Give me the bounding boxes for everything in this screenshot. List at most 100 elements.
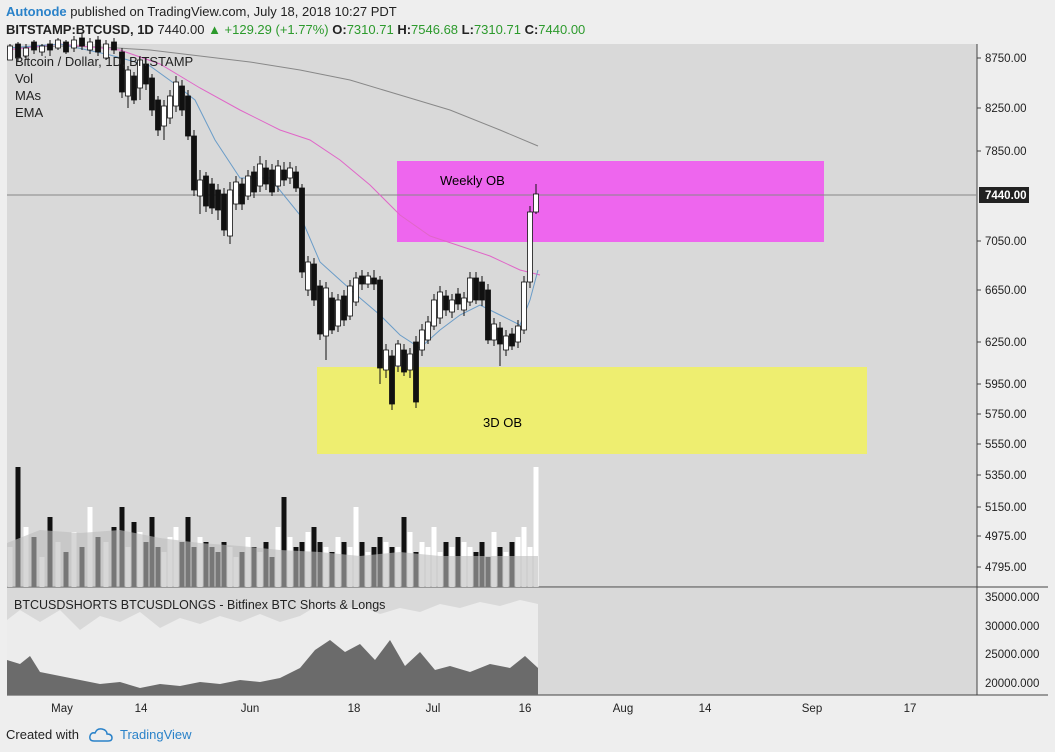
volume-bar (401, 517, 407, 587)
time-tick-label: 16 (519, 703, 532, 715)
candle-body (323, 287, 329, 337)
candle-body (461, 297, 467, 311)
candle-body (383, 349, 389, 371)
volume-bar (15, 467, 21, 587)
3d-ob-label: 3D OB (483, 415, 522, 430)
candle-body (485, 289, 491, 341)
candle-body (479, 281, 485, 301)
candle-body (503, 335, 509, 351)
candle-body (185, 95, 191, 137)
candle-body (131, 75, 137, 101)
sub-tick-label: 25000.000 (985, 649, 1039, 661)
candle-body (431, 299, 437, 327)
candle-body (103, 43, 109, 59)
candle-body (473, 277, 479, 301)
author-link[interactable]: Autonode (6, 4, 67, 19)
candle-body (137, 59, 143, 89)
last-price-tag (979, 187, 1029, 203)
candle-body (347, 285, 353, 317)
volume-bar (281, 497, 287, 587)
candle-body (533, 193, 539, 213)
candle-body (47, 43, 53, 51)
candle-body (143, 63, 149, 85)
time-axis-labels: May 14 Jun 18 Jul 16 Aug 14 Sep 17 (51, 703, 916, 715)
candle-body (515, 325, 521, 343)
high-value: 7546.68 (411, 22, 459, 37)
candle-body (455, 293, 461, 305)
candle-body (377, 279, 383, 369)
candle-body (329, 297, 335, 331)
close-value: 7440.00 (538, 22, 586, 37)
candle-body (317, 285, 323, 335)
legend-title: Bitcoin / Dollar, 1D, BITSTAMP (15, 54, 194, 69)
price-tick-label: 7050.00 (985, 236, 1027, 248)
candle-body (509, 333, 515, 347)
candle-body (209, 183, 215, 209)
time-tick-label: 14 (135, 703, 148, 715)
candle-body (401, 349, 407, 373)
candle-body (245, 175, 251, 197)
price-tick-label: 5350.00 (985, 470, 1027, 482)
candle-body (281, 169, 287, 181)
price-axis-labels: 8750.00 8250.00 7850.00 7050.00 6650.00 6250.… (977, 53, 1027, 574)
candle-body (161, 105, 167, 127)
time-tick-label: Jul (426, 703, 441, 715)
candle-body (407, 353, 413, 371)
time-tick-label: Sep (802, 703, 822, 715)
candle-body (55, 39, 61, 49)
candle-body (341, 295, 347, 321)
candle-body (311, 263, 317, 301)
close-label: C: (524, 22, 539, 37)
publisher-line: Autonode published on TradingView.com, J… (6, 4, 397, 19)
candle-body (125, 69, 131, 97)
price-tick-label: 5150.00 (985, 502, 1027, 514)
shorts-area (7, 640, 538, 695)
tradingview-link[interactable]: TradingView (120, 727, 192, 742)
candle-body (305, 261, 311, 291)
legend-item-mas[interactable]: MAs (15, 88, 41, 103)
candle-body (389, 355, 395, 405)
candle-body (467, 277, 473, 303)
candle-body (111, 41, 117, 51)
time-tick-label: 17 (904, 703, 917, 715)
legend-item-ema[interactable]: EMA (15, 105, 44, 120)
time-tick-label: 14 (699, 703, 712, 715)
candles-group (7, 34, 539, 410)
candle-body (521, 281, 527, 331)
candle-body (371, 277, 377, 285)
candle-body (119, 51, 125, 93)
candle-body (293, 171, 299, 189)
candle-body (173, 81, 179, 107)
candle-body (365, 275, 371, 285)
candle-body (251, 171, 257, 193)
main-plot-area (7, 44, 977, 587)
ohlc-line: BITSTAMP:BTCUSD, 1D 7440.00 ▲ +129.29 (+… (6, 22, 585, 37)
subpanel-title: BTCUSDSHORTS BTCUSDLONGS - Bitfinex BTC … (14, 598, 386, 612)
last-price-tag-text: 7440.00 (985, 190, 1027, 202)
candle-body (239, 183, 245, 205)
candle-body (197, 179, 203, 197)
price-tick-label: 4975.00 (985, 531, 1027, 543)
time-tick-label: Jun (241, 703, 260, 715)
candle-body (15, 43, 21, 59)
weekly-ob-zone (397, 161, 824, 242)
candle-body (353, 277, 359, 303)
main-price-axis (977, 44, 1048, 587)
candle-body (359, 275, 365, 285)
time-tick-label: May (51, 703, 73, 715)
low-value: 7310.71 (473, 22, 521, 37)
open-label: O: (332, 22, 347, 37)
sub-tick-label: 20000.000 (985, 678, 1039, 690)
sub-tick-label: 35000.000 (985, 592, 1039, 604)
candle-body (263, 167, 269, 185)
candle-body (31, 41, 37, 51)
price-tick-label: 5750.00 (985, 409, 1027, 421)
candle-body (39, 45, 45, 53)
symbol-label[interactable]: BITSTAMP:BTCUSD, 1D (6, 22, 154, 37)
candle-body (233, 181, 239, 205)
price-tick-label: 8250.00 (985, 103, 1027, 115)
candle-body (275, 165, 281, 187)
candle-body (215, 189, 221, 211)
legend-item-vol[interactable]: Vol (15, 71, 34, 86)
